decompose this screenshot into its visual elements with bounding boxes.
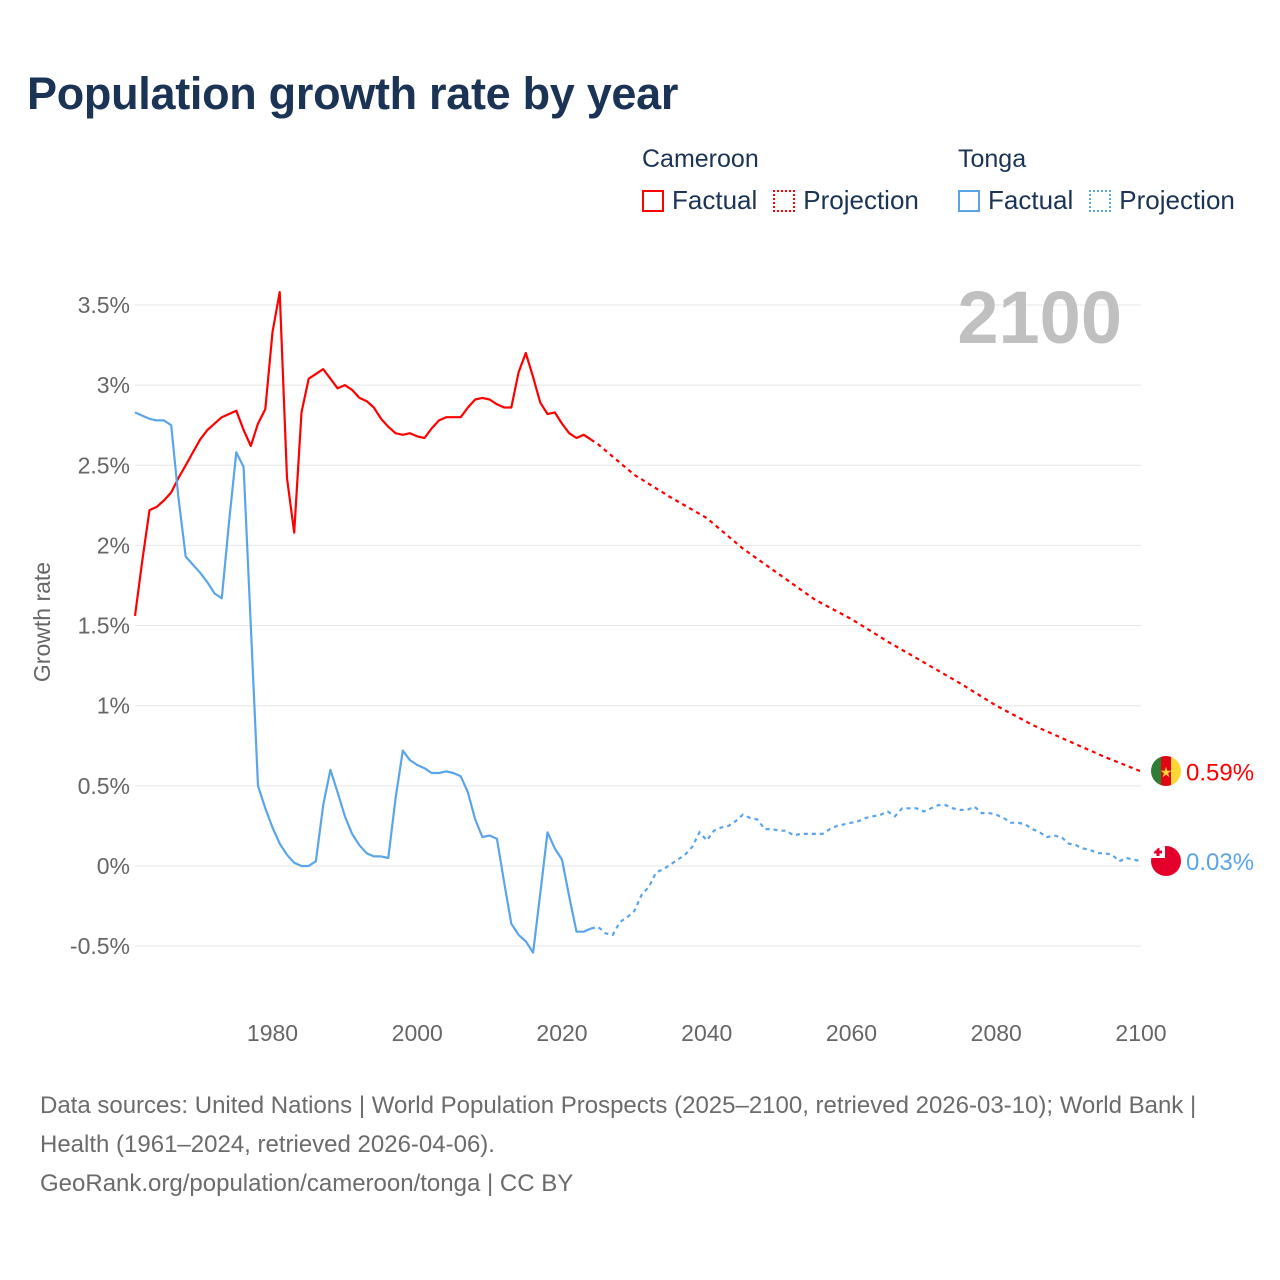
solid-swatch-icon: [642, 189, 664, 212]
dotted-swatch-icon: [1089, 189, 1112, 212]
x-tick-label: 2020: [536, 1020, 587, 1046]
legend-item-cameroon-factual[interactable]: Factual: [642, 185, 757, 216]
cameroon-factual-line: [133, 291, 592, 617]
solid-swatch-icon: [958, 189, 980, 212]
legend-group-tonga: Tonga: [958, 145, 1027, 173]
legend-label: Factual: [988, 185, 1074, 215]
credit-link[interactable]: GeoRank.org/population/cameroon/tonga | …: [40, 1170, 574, 1197]
legend-label: Factual: [672, 185, 758, 215]
x-tick-label: 2080: [971, 1020, 1022, 1046]
cameroon-end-label: 0.59%: [1186, 759, 1254, 786]
legend-cameroon: Factual Projection: [642, 185, 935, 216]
y-axis-label: Growth rate: [29, 562, 55, 682]
y-tick-label: 2.5%: [78, 452, 130, 478]
x-tick-label: 2100: [1115, 1020, 1166, 1046]
y-tick-label: -0.5%: [70, 933, 130, 959]
y-tick-label: 3%: [97, 372, 130, 398]
y-tick-label: 1.5%: [78, 613, 130, 639]
x-tick-label: 1980: [247, 1020, 298, 1046]
svg-text:★: ★: [1160, 764, 1173, 780]
tonga-projection-line: [590, 803, 1142, 937]
chart-title: Population growth rate by year: [27, 68, 679, 119]
gridlines: -0.5% 0% 0.5% 1% 1.5% 2% 2.5% 3% 3.5% 1980 2000 202…: [70, 292, 1167, 1046]
y-tick-label: 1%: [97, 693, 130, 719]
cameroon-flag-icon: ★: [1151, 756, 1181, 786]
y-tick-label: 0.5%: [78, 773, 130, 799]
x-tick-label: 2060: [826, 1020, 877, 1046]
y-tick-label: 0%: [97, 853, 130, 879]
x-tick-label: 2000: [392, 1020, 443, 1046]
x-tick-label: 2040: [681, 1020, 732, 1046]
cameroon-projection-line: [590, 438, 1142, 773]
legend-label: Projection: [1119, 185, 1235, 215]
y-tick-label: 2%: [97, 532, 130, 558]
legend-label: Projection: [803, 185, 919, 215]
data-sources: Data sources: United Nations | World Pop…: [40, 1092, 1197, 1158]
y-tick-label: 3.5%: [78, 292, 130, 318]
tonga-end-label: 0.03%: [1186, 849, 1254, 876]
dotted-swatch-icon: [773, 189, 796, 212]
tonga-flag-icon: [1151, 846, 1181, 876]
legend-group-cameroon: Cameroon: [642, 145, 759, 173]
year-label: 2100: [957, 276, 1122, 359]
tonga-factual-line: [134, 411, 592, 954]
legend-item-tonga-factual[interactable]: Factual: [958, 185, 1073, 216]
legend-tonga: Factual Projection: [958, 185, 1251, 216]
legend-item-tonga-projection[interactable]: Projection: [1089, 185, 1235, 216]
legend-item-cameroon-projection[interactable]: Projection: [773, 185, 919, 216]
